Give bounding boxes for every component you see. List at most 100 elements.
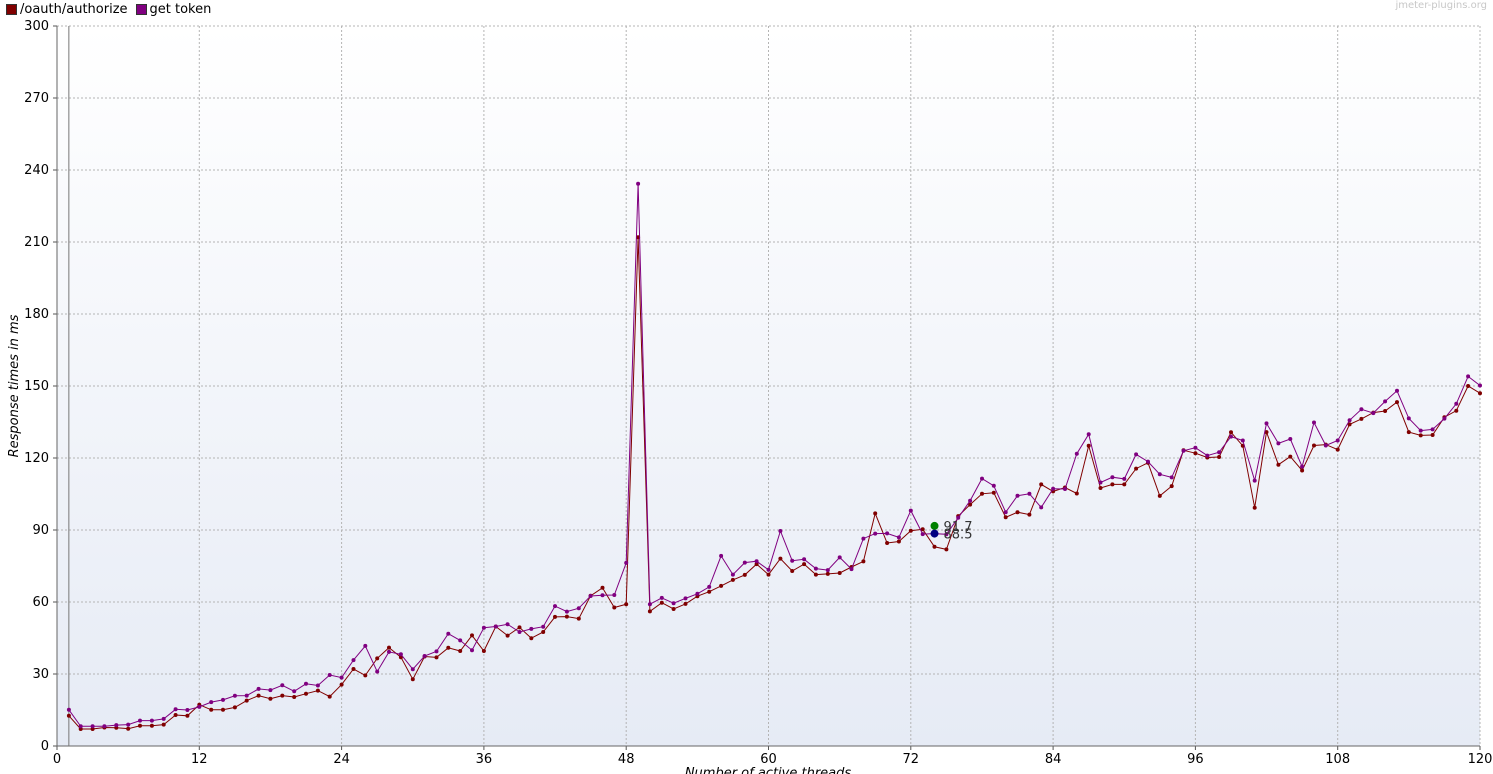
data-point (66, 713, 71, 718)
data-point (564, 614, 569, 619)
data-point (1288, 437, 1293, 441)
data-point (813, 566, 818, 571)
data-point (1086, 432, 1091, 437)
data-point (1300, 468, 1305, 473)
data-point (1027, 512, 1032, 517)
y-tick-label: 30 (32, 667, 49, 682)
data-point (351, 658, 356, 663)
data-point (398, 652, 403, 657)
data-point (1418, 433, 1423, 438)
x-tick-label: 60 (760, 752, 777, 767)
data-point (268, 696, 273, 701)
legend-item-get-token: get token (135, 2, 211, 17)
legend-swatch-oauth-authorize (6, 3, 17, 15)
data-point (636, 181, 641, 186)
data-point (861, 536, 866, 541)
data-point (1430, 433, 1435, 437)
data-point (1466, 384, 1471, 388)
series-line (68, 183, 1481, 727)
y-tick-label: 60 (32, 595, 49, 610)
data-point (1169, 475, 1174, 480)
legend-swatch-get-token (135, 3, 147, 15)
data-point (1347, 422, 1352, 427)
data-point (1288, 454, 1293, 459)
x-tick-label: 12 (191, 752, 208, 767)
data-point (422, 654, 427, 658)
data-point (719, 553, 724, 558)
data-point (683, 596, 688, 601)
data-point (861, 559, 866, 564)
chart-legend: /oauth/authorize get token (6, 1, 211, 17)
data-point (375, 656, 380, 661)
data-point (102, 724, 107, 729)
data-point (553, 614, 557, 619)
data-point (1169, 484, 1174, 489)
data-point (647, 609, 652, 614)
data-point (232, 705, 237, 710)
data-point (802, 557, 807, 562)
data-point (576, 606, 581, 611)
data-point (612, 605, 617, 610)
x-tick-label: 24 (333, 752, 350, 767)
data-point (683, 601, 688, 606)
data-point (1015, 493, 1020, 498)
data-point (1442, 416, 1447, 421)
data-point (434, 655, 439, 660)
data-point (790, 558, 795, 563)
x-tick-label: 0 (53, 752, 61, 767)
data-point (1335, 447, 1340, 452)
data-point (458, 649, 463, 653)
data-point (481, 649, 486, 653)
data-point (268, 688, 273, 693)
data-point (1323, 443, 1328, 448)
data-point (505, 622, 510, 627)
data-point (1276, 462, 1281, 467)
data-point (1335, 438, 1340, 443)
data-point (1264, 421, 1269, 426)
data-point (126, 726, 131, 731)
data-point (410, 677, 415, 682)
data-point (1454, 408, 1459, 413)
data-point (885, 531, 890, 536)
data-point (541, 630, 546, 634)
data-point (1312, 420, 1316, 425)
data-point (920, 532, 925, 537)
legend-item-oauth-authorize: /oauth/authorize (6, 2, 128, 17)
value-label: 88.5 (944, 528, 973, 543)
data-point (1406, 416, 1411, 421)
data-point (138, 718, 142, 723)
data-point (126, 722, 131, 727)
data-point (1098, 486, 1103, 490)
data-point (161, 722, 166, 727)
data-point (114, 723, 119, 728)
series-oauth-authorize (66, 235, 1482, 731)
data-point (754, 559, 759, 564)
data-point (1086, 443, 1091, 448)
data-point (185, 713, 190, 718)
series-line (68, 237, 1481, 730)
data-point (221, 697, 225, 702)
data-point (138, 723, 142, 728)
data-point (304, 681, 308, 686)
data-point (1003, 515, 1008, 520)
data-point (292, 689, 297, 694)
data-point (991, 483, 996, 488)
data-point (1229, 434, 1233, 439)
y-tick-label: 270 (24, 91, 49, 106)
data-point (1418, 428, 1423, 433)
data-point (659, 595, 664, 600)
data-point (315, 688, 320, 693)
data-point (825, 568, 830, 573)
data-point (304, 691, 308, 696)
data-point (873, 531, 878, 536)
axes: 0 30 60 90 120 150 180 210 240 270 300 0 12 24 36 48 60 7… (24, 19, 1492, 767)
data-point (529, 636, 534, 641)
data-point (968, 498, 973, 503)
data-point (980, 476, 984, 481)
y-tick-label: 300 (24, 19, 49, 34)
data-point (1406, 430, 1411, 435)
data-point (470, 648, 474, 653)
data-point (1383, 409, 1388, 413)
data-point (553, 604, 557, 609)
data-point (1478, 383, 1482, 388)
